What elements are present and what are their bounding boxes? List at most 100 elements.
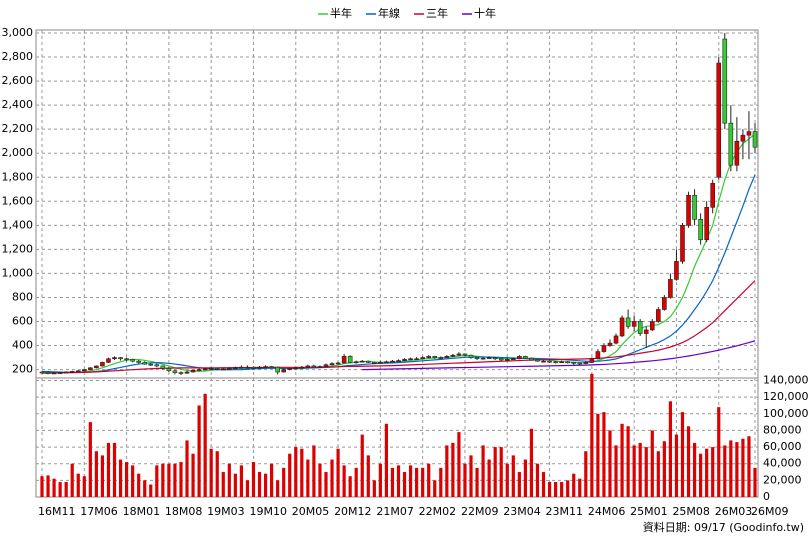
volume-bar: [638, 442, 642, 497]
volume-bar: [421, 467, 425, 497]
candle-body: [178, 372, 184, 374]
volume-bar: [481, 445, 485, 497]
candle-body: [523, 356, 528, 359]
candle-body: [251, 366, 256, 369]
candle-body: [317, 366, 323, 368]
volume-bar: [390, 467, 395, 497]
volume-bar: [475, 467, 479, 497]
volume-bar: [699, 453, 703, 497]
legend-label: 三年: [426, 6, 448, 20]
candle-body: [613, 335, 619, 344]
candle-body: [583, 362, 589, 364]
volume-bar: [372, 480, 376, 497]
volume-bar: [433, 480, 437, 497]
volume-bar: [324, 472, 328, 497]
candle-body: [668, 279, 673, 298]
volume-bar: [360, 434, 364, 497]
y-tick-label: 200: [12, 363, 33, 376]
volume-bar: [415, 467, 419, 497]
volume-bar: [215, 451, 219, 497]
volume-bar: [143, 480, 147, 497]
volume-bar: [76, 473, 80, 497]
x-tick-label: 19M03: [207, 505, 245, 518]
volume-bar: [276, 480, 280, 497]
y2-tick-label: 60,000: [763, 440, 802, 453]
volume-bar: [620, 423, 624, 497]
volume-bar: [717, 407, 721, 497]
volume-bar: [511, 455, 515, 497]
y2-tick-label: 100,000: [763, 407, 808, 420]
candle-body: [269, 366, 274, 368]
volume-bar: [58, 482, 62, 497]
legend-label: 十年: [474, 6, 496, 20]
candle-body: [728, 122, 734, 166]
candle-body: [142, 362, 148, 365]
ma-line: [362, 340, 756, 371]
y2-tick-label: 0: [763, 490, 770, 503]
candle-body: [420, 357, 425, 360]
candle-body: [63, 371, 69, 374]
candle-body: [631, 321, 637, 327]
candle-body: [571, 362, 577, 364]
volume-bar: [529, 428, 534, 497]
candle-body: [45, 372, 51, 374]
candle-body: [680, 225, 685, 262]
volume-bar: [46, 475, 50, 497]
volume-bar: [541, 472, 546, 497]
candle-body: [347, 356, 353, 363]
volume-bar: [330, 459, 334, 497]
x-tick-label: 25M08: [672, 505, 710, 518]
volume-bar: [155, 465, 159, 497]
volume-bar: [203, 393, 207, 497]
candle-body: [492, 357, 498, 360]
candle-body: [184, 371, 190, 374]
y-tick-label: 2,600: [2, 74, 34, 87]
candle-body: [190, 369, 196, 373]
volume-bar: [233, 473, 237, 497]
candle-body: [553, 361, 558, 364]
x-tick-label: 19M10: [249, 505, 286, 518]
candle-body: [595, 351, 601, 360]
candle-body: [299, 366, 305, 369]
volume-bar: [40, 476, 44, 497]
volume-bar: [626, 426, 630, 497]
y2-tick-label: 140,000: [763, 373, 808, 386]
volume-bar: [294, 447, 298, 497]
volume-bar: [517, 472, 521, 497]
volume-bar: [602, 412, 606, 497]
y2-tick-label: 40,000: [763, 457, 802, 470]
x-tick-label: 26M03: [715, 505, 753, 518]
candle-body: [517, 356, 522, 360]
volume-bar: [668, 401, 673, 497]
candle-body: [281, 369, 286, 373]
volume-bar: [463, 463, 467, 497]
candle-body: [607, 342, 613, 346]
candle-body: [81, 369, 87, 372]
volume-bar: [614, 445, 618, 497]
volume-bar: [161, 463, 165, 497]
plot-frame: [35, 29, 759, 498]
candle-body: [100, 362, 105, 367]
volume-bar: [221, 472, 225, 497]
candle-body: [359, 360, 365, 363]
volume-bar: [729, 440, 733, 497]
y-tick-label: 1,600: [2, 194, 34, 207]
candle-body: [589, 358, 595, 363]
volume-bar: [167, 463, 171, 497]
candle-body: [365, 360, 371, 363]
candle-body: [577, 362, 583, 365]
x-tick-label: 23M11: [546, 505, 584, 518]
candle-body: [118, 357, 123, 360]
candle-body: [245, 366, 250, 369]
volume-bar: [336, 448, 340, 497]
candle-body: [637, 321, 643, 334]
volume-bar: [185, 440, 189, 497]
y-tick-label: 1,400: [2, 218, 34, 231]
volume-bar: [300, 448, 304, 497]
candle-body: [504, 359, 510, 361]
candle-body: [214, 368, 220, 370]
volume-bar: [318, 463, 322, 497]
candle-body: [559, 361, 564, 364]
volume-bar: [560, 482, 564, 497]
